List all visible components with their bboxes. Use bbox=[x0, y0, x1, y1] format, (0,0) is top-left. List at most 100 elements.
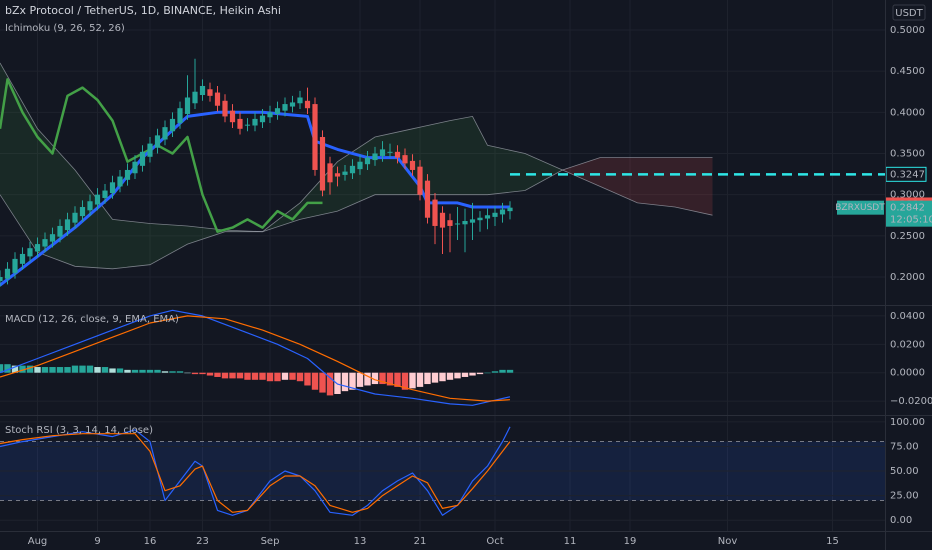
histogram-bar bbox=[469, 372, 476, 376]
x-tick-label: 15 bbox=[826, 536, 839, 547]
x-tick-label: Nov bbox=[718, 536, 738, 547]
cloud-span bbox=[0, 157, 713, 270]
candle-body bbox=[319, 137, 326, 191]
candle-body bbox=[477, 217, 483, 221]
macd-label: MACD (12, 26, close, 9, EMA, EMA) bbox=[5, 314, 179, 325]
indicator-line bbox=[0, 433, 511, 513]
histogram-bar bbox=[416, 372, 424, 387]
candle-body bbox=[394, 151, 401, 158]
histogram-bar bbox=[41, 367, 49, 373]
candle-body bbox=[454, 223, 461, 225]
histogram-bar bbox=[409, 372, 416, 389]
histogram-bar bbox=[439, 372, 446, 382]
x-tick-label: 19 bbox=[624, 536, 637, 547]
histogram-bar bbox=[251, 372, 259, 380]
candle-body bbox=[139, 151, 146, 166]
candle-body bbox=[154, 135, 161, 148]
histogram-bar bbox=[371, 372, 379, 385]
histogram-bar bbox=[49, 367, 56, 373]
histogram-bar bbox=[506, 369, 514, 373]
price-tag bbox=[886, 200, 932, 227]
cloud-segment bbox=[75, 169, 113, 269]
y-tick-label: 0.0000 bbox=[890, 368, 925, 379]
histogram-bar bbox=[146, 369, 154, 373]
candle-body bbox=[72, 212, 78, 223]
x-tick-label: 13 bbox=[354, 536, 367, 547]
y-tick-label: 25.00 bbox=[890, 491, 919, 502]
candle-body bbox=[439, 212, 446, 228]
histogram-bar bbox=[214, 372, 221, 377]
stoch-label: Stoch RSI (3, 3, 14, 14, close) bbox=[5, 425, 153, 436]
candle-body bbox=[402, 155, 408, 164]
x-tick-label: 21 bbox=[414, 536, 427, 547]
histogram-bar bbox=[364, 372, 371, 386]
candle-body bbox=[199, 85, 206, 96]
cloud-segment bbox=[487, 145, 525, 195]
histogram-bar bbox=[191, 372, 199, 375]
candle-body bbox=[364, 157, 371, 165]
histogram-bar bbox=[499, 369, 506, 373]
histogram-bar bbox=[274, 372, 281, 382]
candle-body bbox=[117, 176, 123, 187]
histogram-bar bbox=[244, 372, 251, 380]
candle-body bbox=[19, 253, 26, 264]
histogram-bar bbox=[461, 372, 469, 377]
candle-body bbox=[349, 165, 356, 174]
histogram-bar bbox=[424, 372, 431, 385]
x-tick-label: Sep bbox=[261, 536, 280, 547]
histogram-bar bbox=[379, 372, 386, 385]
candle-body bbox=[237, 118, 243, 129]
cloud-segment bbox=[675, 157, 713, 216]
histogram-bar bbox=[169, 371, 176, 373]
cloud-segment bbox=[525, 153, 563, 191]
y-tick-label: 0.2500 bbox=[890, 231, 925, 242]
candle-body bbox=[447, 220, 453, 226]
candle-body bbox=[499, 209, 506, 215]
cloud-segment bbox=[112, 219, 150, 269]
histogram-bar bbox=[311, 372, 319, 390]
unit-box bbox=[892, 4, 926, 21]
candle-body bbox=[27, 248, 33, 257]
histogram-bar bbox=[176, 371, 184, 373]
candle-body bbox=[432, 199, 438, 226]
indicator-line bbox=[0, 426, 511, 516]
level-label: 0.3247 bbox=[890, 169, 925, 180]
candle-body bbox=[274, 108, 281, 114]
cloud-segment bbox=[600, 157, 638, 203]
histogram-bar bbox=[476, 372, 484, 375]
y-tick-label: 0.5000 bbox=[890, 25, 925, 36]
ichimoku-label: Ichimoku (9, 26, 52, 26) bbox=[5, 23, 125, 34]
candle-body bbox=[259, 115, 266, 123]
histogram-bar bbox=[454, 372, 461, 379]
cloud-segment bbox=[562, 157, 600, 187]
y-tick-label: −0.0200 bbox=[890, 396, 932, 407]
histogram-bar bbox=[26, 365, 34, 373]
histogram-bar bbox=[229, 372, 236, 379]
histogram-bar bbox=[56, 367, 64, 373]
candle-body bbox=[132, 161, 138, 174]
histogram-bar bbox=[296, 372, 304, 382]
y-tick-label: 0.3000 bbox=[890, 190, 925, 201]
candle-body bbox=[312, 104, 318, 170]
cloud-segment bbox=[472, 116, 488, 195]
histogram-bar bbox=[154, 369, 161, 373]
cloud-segment bbox=[37, 128, 75, 267]
cloud-segment bbox=[150, 223, 188, 265]
candle-body bbox=[462, 221, 468, 225]
candle-body bbox=[49, 234, 56, 242]
histogram-bar bbox=[401, 372, 409, 390]
candle-body bbox=[87, 201, 93, 211]
histogram-bar bbox=[4, 364, 11, 373]
cloud-segment bbox=[375, 128, 413, 195]
candle-body bbox=[34, 244, 41, 252]
candle-body bbox=[417, 166, 423, 195]
y-tick-label: 0.4500 bbox=[890, 66, 925, 77]
cloud-span bbox=[0, 62, 713, 233]
indicator-line bbox=[0, 110, 510, 287]
candle-body bbox=[282, 104, 288, 111]
y-tick-label: 50.00 bbox=[890, 466, 919, 477]
histogram-bar bbox=[326, 372, 334, 396]
